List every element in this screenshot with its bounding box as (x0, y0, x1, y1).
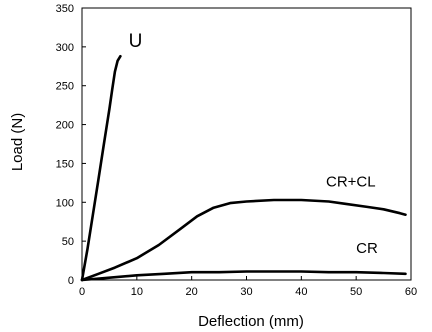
y-tick-label: 200 (56, 120, 74, 132)
series-label-u: U (129, 31, 143, 52)
y-tick-label: 0 (68, 275, 74, 287)
x-axis-title: Deflection (mm) (198, 313, 304, 330)
x-tick-label: 30 (240, 286, 252, 298)
y-tick-label: 300 (56, 42, 74, 54)
y-tick-label: 150 (56, 158, 74, 170)
x-tick-label: 10 (131, 286, 143, 298)
series-labels: U CR+CL CR (129, 31, 378, 257)
y-tick-label: 350 (56, 3, 74, 15)
y-tick-label: 50 (62, 236, 74, 248)
x-tick-label: 20 (186, 286, 198, 298)
chart-axes: 0 50 100 150 200 250 300 350 0 10 20 30 40 50 60 (56, 3, 417, 298)
series-line-cr (80, 270, 407, 282)
series-line-cr-cl (80, 198, 407, 282)
series-layer (80, 54, 407, 282)
series-label-cr: CR (356, 240, 378, 257)
series-line-u (80, 54, 122, 282)
y-tick-label: 100 (56, 197, 74, 209)
x-tick-label: 50 (350, 286, 362, 298)
x-tick-label: 60 (405, 286, 417, 298)
x-tick-label: 40 (295, 286, 307, 298)
series-label-cr-cl: CR+CL (326, 174, 376, 191)
x-tick-label: 0 (79, 286, 85, 298)
y-axis-title: Load (N) (9, 113, 26, 171)
y-tick-label: 250 (56, 81, 74, 93)
